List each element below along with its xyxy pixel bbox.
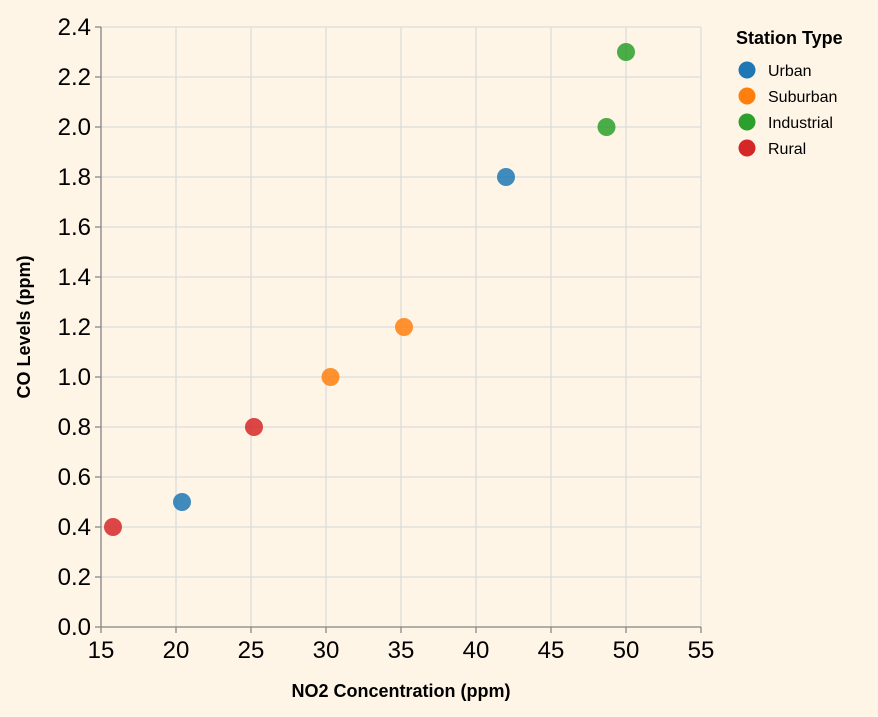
y-tick-label: 1.2 [58, 314, 91, 341]
x-tick-label: 35 [388, 637, 415, 664]
x-tick-label: 30 [313, 637, 340, 664]
data-point-suburban [395, 318, 413, 336]
y-tick-label: 0.4 [58, 514, 91, 541]
data-point-suburban [321, 368, 340, 386]
data-point-urban [497, 168, 515, 186]
data-point-industrial [617, 43, 635, 61]
y-tick-label: 2.2 [58, 64, 91, 91]
legend-label-rural: Rural [768, 141, 806, 158]
y-tick-label: 1.8 [58, 164, 91, 191]
data-point-industrial [597, 118, 616, 136]
x-tick-label: 40 [463, 637, 490, 664]
y-tick-label: 1.4 [58, 264, 91, 291]
y-tick-label: 0.0 [58, 614, 91, 641]
x-tick-label: 55 [688, 637, 715, 664]
legend-swatch-rural [738, 139, 756, 157]
y-tick-label: 2.4 [58, 14, 91, 41]
data-point-rural [245, 418, 263, 436]
legend-label-industrial: Industrial [768, 115, 833, 132]
data-points [104, 43, 635, 536]
legend-swatch-urban [738, 61, 756, 79]
x-axis-title: NO2 Concentration (ppm) [292, 681, 511, 701]
data-point-rural [104, 518, 122, 536]
x-tick-label: 15 [88, 637, 115, 664]
legend-swatch-suburban [738, 87, 756, 105]
y-tick-label: 0.2 [58, 564, 91, 591]
y-tick-label: 0.6 [58, 464, 91, 491]
data-point-urban [173, 493, 191, 511]
legend-label-urban: Urban [768, 63, 812, 80]
x-tick-label: 25 [238, 637, 265, 664]
grid [100, 26, 702, 628]
x-tick-label: 20 [163, 637, 190, 664]
legend-title: Station Type [736, 28, 843, 48]
axes: 15 20 25 30 35 40 45 50 55 0.0 0.2 0.4 0.6 0.8 1.0 1.2 1… [58, 14, 715, 664]
x-tick-label: 50 [613, 637, 640, 664]
x-tick-label: 45 [538, 637, 565, 664]
y-tick-label: 1.6 [58, 214, 91, 241]
legend-label-suburban: Suburban [768, 89, 837, 106]
y-tick-label: 2.0 [58, 114, 91, 141]
legend: Station Type Urban Suburban Industrial Rura… [736, 28, 843, 158]
legend-swatch-industrial [738, 113, 756, 131]
y-tick-label: 0.8 [58, 414, 91, 441]
y-tick-label: 1.0 [58, 364, 91, 391]
y-axis-title: CO Levels (ppm) [14, 255, 34, 398]
